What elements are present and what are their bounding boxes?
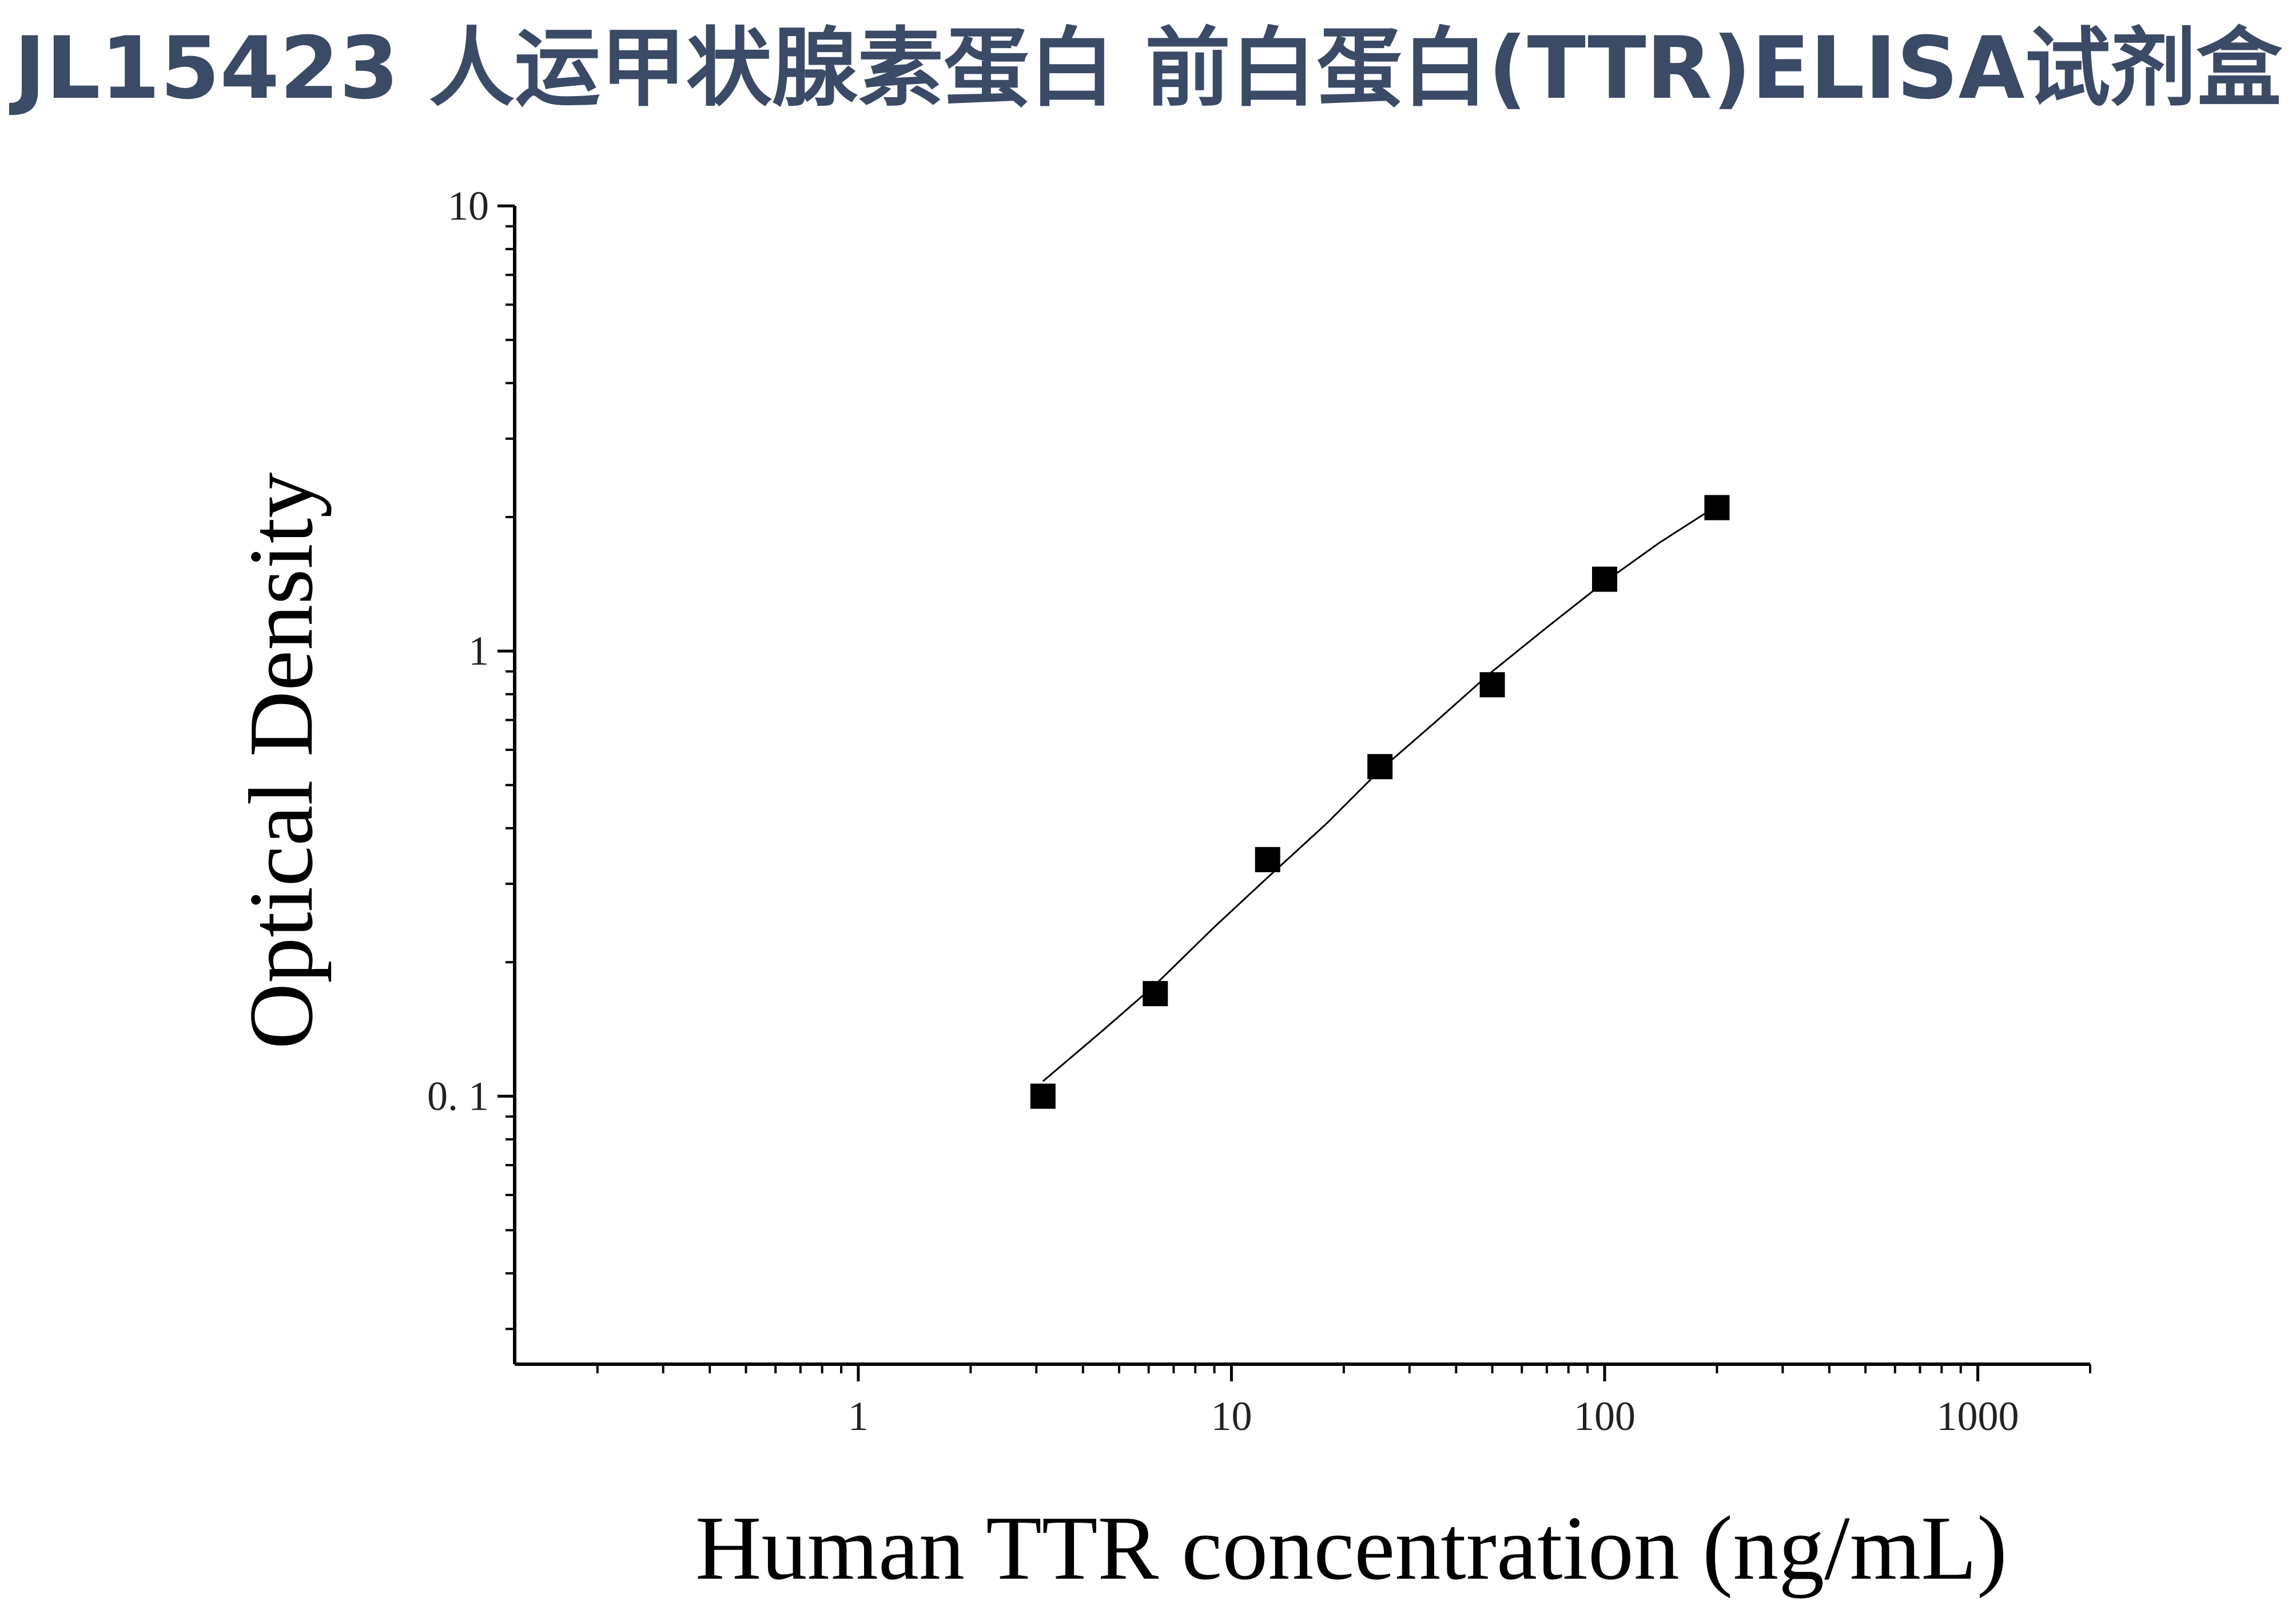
- data-point: [1143, 981, 1168, 1007]
- x-axis-title: Human TTR concentration (ng/mL): [695, 1497, 2007, 1599]
- y-tick-label: 1: [468, 628, 489, 674]
- x-tick-label: 1: [848, 1393, 869, 1439]
- data-point: [1255, 847, 1280, 872]
- data-points-layer: [1030, 495, 1730, 1109]
- data-point: [1592, 566, 1618, 592]
- axes: 0. 1 1 10 1 10 100 1000: [427, 183, 2091, 1439]
- y-tick-label: 10: [448, 183, 489, 229]
- y-tick-label: 0. 1: [427, 1073, 489, 1119]
- data-point: [1367, 754, 1393, 780]
- data-point: [1479, 672, 1505, 698]
- y-axis-title: Optical Density: [230, 472, 332, 1050]
- data-point: [1704, 495, 1730, 521]
- data-point: [1030, 1083, 1056, 1109]
- x-tick-label: 1000: [1937, 1393, 2019, 1439]
- x-tick-label: 10: [1211, 1393, 1252, 1439]
- x-tick-label: 100: [1574, 1393, 1636, 1439]
- page-title: JL15423 人运甲状腺素蛋白 前白蛋白(TTR)ELISA试剂盒: [14, 19, 2282, 118]
